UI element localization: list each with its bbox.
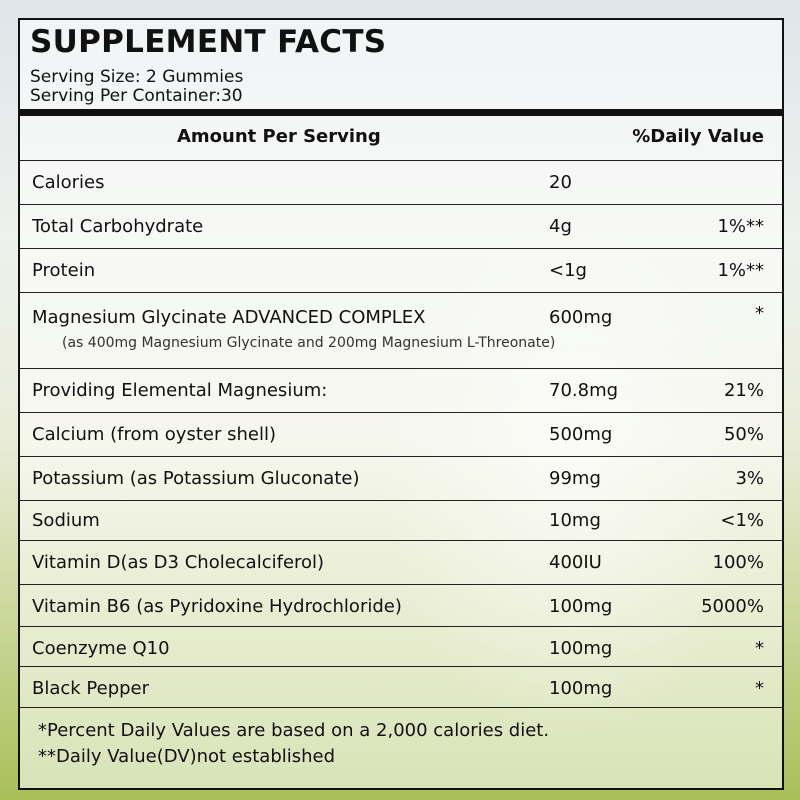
table-row: Total Carbohydrate 4g 1%**: [20, 204, 782, 248]
table-row: Potassium (as Potassium Gluconate) 99mg …: [20, 456, 782, 500]
nutrient-daily-value: 21%: [723, 380, 764, 401]
nutrient-amount: 600mg: [549, 307, 613, 328]
table-row: Vitamin D(as D3 Cholecalciferol) 400IU 1…: [20, 540, 782, 584]
nutrient-name: Protein: [32, 260, 96, 281]
nutrient-amount: 500mg: [549, 424, 613, 445]
daily-value-header: %Daily Value: [632, 126, 764, 147]
nutrient-name: Coenzyme Q10: [32, 638, 170, 659]
nutrient-amount: 100mg: [549, 596, 613, 617]
nutrient-name: Sodium: [32, 510, 100, 531]
table-row: Calcium (from oyster shell) 500mg 50%: [20, 412, 782, 456]
nutrient-amount: 10mg: [549, 510, 601, 531]
nutrient-subtext: (as 400mg Magnesium Glycinate and 200mg …: [62, 335, 556, 351]
panel-title: SUPPLEMENT FACTS: [30, 24, 387, 60]
table-row: Providing Elemental Magnesium: 70.8mg 21…: [20, 368, 782, 412]
amount-per-serving-header: Amount Per Serving: [177, 126, 381, 147]
servings-per-container: Serving Per Container:30: [30, 86, 243, 106]
nutrient-daily-value: *: [755, 678, 764, 699]
table-row: Protein <1g 1%**: [20, 248, 782, 292]
nutrient-name: Calcium (from oyster shell): [32, 424, 276, 445]
nutrient-amount: 100mg: [549, 638, 613, 659]
nutrient-name: Vitamin B6 (as Pyridoxine Hydrochloride): [32, 596, 402, 617]
table-row: Magnesium Glycinate ADVANCED COMPLEX 600…: [20, 292, 782, 368]
footnotes: *Percent Daily Values are based on a 2,0…: [20, 707, 782, 788]
serving-size: Serving Size: 2 Gummies: [30, 67, 244, 87]
nutrient-daily-value: 3%: [735, 468, 764, 489]
nutrient-amount: 4g: [549, 216, 572, 237]
nutrient-amount: <1g: [549, 260, 587, 281]
nutrient-daily-value: *: [755, 638, 764, 659]
nutrient-name: Calories: [32, 172, 105, 193]
table-row: Black Pepper 100mg *: [20, 666, 782, 707]
nutrient-daily-value: 1%**: [717, 260, 764, 281]
table-row: Sodium 10mg <1%: [20, 500, 782, 540]
nutrient-name: Black Pepper: [32, 678, 150, 699]
nutrient-amount: 70.8mg: [549, 380, 619, 401]
nutrient-daily-value: 5000%: [701, 596, 764, 617]
nutrient-daily-value: 1%**: [717, 216, 764, 237]
table-row: Vitamin B6 (as Pyridoxine Hydrochloride)…: [20, 584, 782, 626]
nutrient-name: Potassium (as Potassium Gluconate): [32, 468, 360, 489]
nutrient-amount: 100mg: [549, 678, 613, 699]
dv-not-established-footnote: **Daily Value(DV)not established: [38, 746, 336, 767]
thick-divider: [20, 109, 782, 116]
nutrient-name: Total Carbohydrate: [32, 216, 204, 237]
nutrient-name: Magnesium Glycinate ADVANCED COMPLEX: [32, 307, 426, 328]
nutrient-daily-value: 100%: [712, 552, 764, 573]
nutrient-amount: 99mg: [549, 468, 601, 489]
nutrient-daily-value: *: [755, 303, 764, 324]
table-row: Coenzyme Q10 100mg *: [20, 626, 782, 666]
nutrient-amount: 20: [549, 172, 572, 193]
table-header: Amount Per Serving %Daily Value: [20, 116, 782, 160]
nutrient-daily-value: 50%: [723, 424, 764, 445]
nutrient-amount: 400IU: [549, 552, 602, 573]
nutrient-name: Vitamin D(as D3 Cholecalciferol): [32, 552, 325, 573]
supplement-facts-panel: SUPPLEMENT FACTS Serving Size: 2 Gummies…: [18, 18, 784, 790]
table-row: Calories 20: [20, 160, 782, 204]
percent-daily-footnote: *Percent Daily Values are based on a 2,0…: [38, 720, 550, 741]
nutrient-name: Providing Elemental Magnesium:: [32, 380, 328, 401]
nutrient-daily-value: <1%: [720, 510, 764, 531]
